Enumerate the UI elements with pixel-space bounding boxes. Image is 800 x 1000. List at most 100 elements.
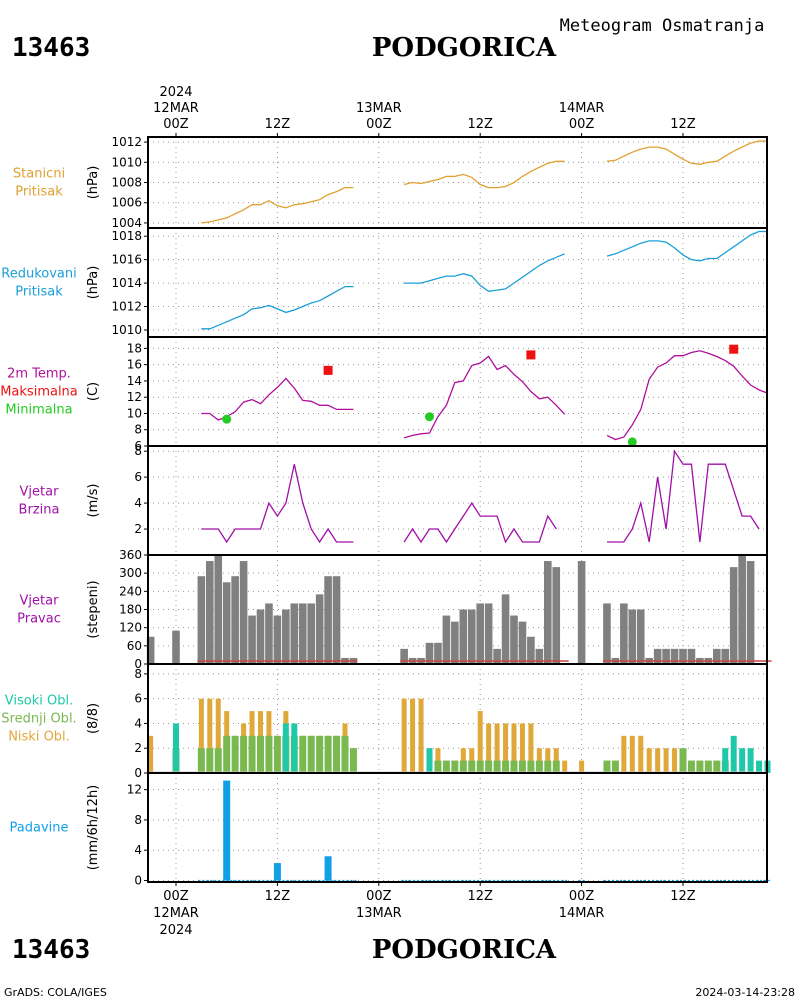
series-line bbox=[201, 186, 354, 224]
y-tick-label: 1006 bbox=[111, 196, 142, 210]
y-axis-label: (hPa) bbox=[86, 166, 101, 200]
panel-label: Vjetar bbox=[20, 594, 60, 609]
panel-label: Pritisak bbox=[15, 285, 63, 300]
high-cloud-bar bbox=[173, 723, 179, 773]
time-label: 12Z bbox=[265, 117, 291, 132]
y-tick-label: 8 bbox=[134, 423, 142, 437]
station-id: 13463 bbox=[12, 33, 90, 63]
mid-cloud-bar bbox=[713, 760, 721, 773]
low-cloud-bar bbox=[215, 698, 221, 773]
wind-dir-bar bbox=[484, 603, 493, 664]
panel-frame bbox=[147, 227, 768, 338]
wind-dir-bar bbox=[636, 609, 645, 664]
time-label: 12MAR bbox=[153, 906, 199, 921]
y-tick-label: 1012 bbox=[111, 135, 142, 149]
panels: 10041006100810101012(hPa)StanicniPritisa… bbox=[0, 135, 772, 887]
y-axis-label: (mm/6h/12h) bbox=[86, 785, 101, 871]
low-cloud-bar bbox=[494, 723, 500, 773]
mid-cloud-bar bbox=[333, 735, 341, 773]
time-label: 00Z bbox=[569, 889, 595, 904]
mid-cloud-bar bbox=[442, 760, 450, 773]
wind-dir-bar bbox=[298, 603, 307, 664]
wind-dir-bar bbox=[603, 603, 611, 664]
low-cloud-bar bbox=[579, 760, 585, 773]
series-line bbox=[607, 449, 760, 543]
time-label: 2024 bbox=[159, 85, 192, 100]
wind-dir-bar bbox=[721, 648, 730, 664]
time-label: 00Z bbox=[569, 117, 595, 132]
city-name: PODGORICA bbox=[372, 33, 557, 63]
low-cloud-bar bbox=[663, 748, 669, 773]
mid-cloud-bar bbox=[324, 735, 332, 773]
mid-cloud-bar bbox=[240, 735, 248, 773]
mid-cloud-bar bbox=[603, 760, 611, 773]
y-tick-label: 300 bbox=[119, 566, 142, 580]
panel-label: Visoki Obl. bbox=[5, 694, 73, 709]
y-tick-label: 2 bbox=[134, 522, 142, 536]
low-cloud-bar bbox=[410, 698, 416, 773]
mid-cloud-bar bbox=[257, 735, 264, 773]
wind-dir-bar bbox=[527, 636, 535, 664]
panel-label: Brzina bbox=[19, 503, 60, 518]
time-label: 2024 bbox=[159, 923, 192, 938]
y-tick-label: 1012 bbox=[111, 300, 142, 314]
precip-bar bbox=[223, 780, 231, 881]
mid-cloud-bar bbox=[316, 735, 324, 773]
series-line bbox=[201, 464, 354, 544]
mid-cloud-bar bbox=[696, 760, 704, 773]
y-axis-label: (hPa) bbox=[86, 266, 101, 300]
mid-cloud-bar bbox=[223, 735, 231, 773]
low-cloud-bar bbox=[528, 723, 534, 773]
mid-cloud-bar bbox=[307, 735, 315, 773]
min-temp-marker bbox=[425, 412, 434, 422]
series-line bbox=[403, 501, 557, 544]
wind-dir-bar bbox=[222, 582, 231, 664]
y-tick-label: 6 bbox=[134, 692, 142, 706]
panel-frame bbox=[147, 445, 768, 556]
y-tick-label: 1010 bbox=[111, 155, 142, 169]
panel-label: Maksimalna bbox=[0, 385, 78, 400]
wind-dir-bar bbox=[713, 648, 721, 664]
series-line bbox=[403, 355, 566, 439]
mid-cloud-bar bbox=[459, 760, 467, 773]
series-line bbox=[404, 253, 565, 292]
panel-label: 2m Temp. bbox=[7, 367, 71, 382]
low-cloud-bar bbox=[477, 711, 483, 773]
high-cloud-bar bbox=[747, 748, 754, 773]
wind-dir-bar bbox=[273, 615, 282, 664]
wind-dir-bar bbox=[628, 609, 637, 664]
wind-dir-bar bbox=[442, 615, 451, 664]
min-temp-marker bbox=[627, 437, 637, 447]
panel-label: Srednji Obl. bbox=[1, 712, 76, 727]
wind-dir-bar bbox=[332, 576, 341, 664]
low-cloud-bar bbox=[207, 698, 213, 773]
low-cloud-bar bbox=[511, 723, 517, 773]
time-label: 00Z bbox=[366, 889, 392, 904]
y-tick-label: 4 bbox=[134, 843, 142, 857]
y-tick-label: 12 bbox=[127, 783, 142, 797]
panel-label: Niski Obl. bbox=[8, 730, 70, 745]
panel-station_pressure: 1004 1006 1008 1010 1012 (hPa) Stanicni Pritisa… bbox=[13, 135, 768, 230]
panel-frame bbox=[147, 336, 768, 447]
min-temp-marker bbox=[222, 414, 232, 424]
wind-dir-bar bbox=[620, 603, 628, 664]
mid-cloud-bar bbox=[510, 760, 518, 773]
y-tick-label: 2 bbox=[134, 741, 142, 755]
time-label: 14MAR bbox=[559, 906, 605, 921]
panel-frame bbox=[147, 136, 768, 229]
time-label: 00Z bbox=[163, 889, 189, 904]
panel-frame bbox=[147, 772, 768, 883]
low-cloud-bar bbox=[418, 698, 424, 773]
wind-dir-bar bbox=[544, 561, 552, 664]
series-line bbox=[201, 285, 354, 330]
wind-dir-bar bbox=[577, 561, 586, 664]
panel-wind_direction: 0 60 120 180 240 300 360 (stepeni) Vjetar Pravac bbox=[17, 548, 772, 671]
panel-clouds: 0 2 4 6 8 (8/8) Visoki Obl. Srednji Obl. Niski O… bbox=[1, 663, 771, 780]
low-cloud-bar bbox=[148, 735, 154, 773]
footer-station-id: 13463 bbox=[12, 935, 90, 965]
precip-bar bbox=[324, 856, 332, 881]
low-cloud-bar bbox=[562, 760, 568, 773]
panel-label: Pritisak bbox=[15, 185, 63, 200]
panel-label: Padavine bbox=[10, 821, 69, 836]
